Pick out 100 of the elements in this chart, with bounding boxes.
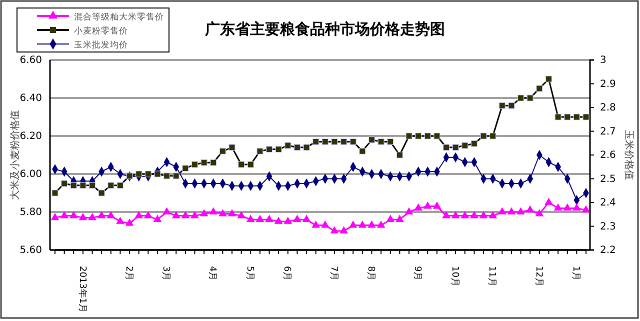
- x-tick-label: 1月: [570, 266, 581, 281]
- point: [340, 138, 348, 145]
- point: [424, 132, 431, 140]
- point: [460, 210, 470, 218]
- y2-tick-label: 3: [600, 55, 606, 66]
- point: [154, 170, 161, 178]
- point: [88, 212, 96, 220]
- point: [348, 220, 358, 228]
- point: [404, 207, 414, 214]
- point: [554, 114, 562, 120]
- point: [50, 212, 60, 220]
- point: [125, 218, 134, 226]
- point: [293, 214, 302, 222]
- legend-label: 混合等级籼大米零售价: [74, 12, 164, 22]
- point: [108, 182, 114, 189]
- point: [526, 205, 534, 213]
- point: [563, 203, 572, 211]
- point: [237, 210, 246, 218]
- x-tick-label: 2月: [123, 266, 134, 281]
- point: [396, 214, 404, 222]
- point: [219, 148, 226, 154]
- point: [246, 214, 255, 222]
- point: [70, 182, 77, 189]
- x-tick-label: 6月: [282, 266, 292, 281]
- point: [181, 210, 190, 218]
- chart-title: 广东省主要粮食品种市场价格走势图: [204, 20, 445, 38]
- point: [98, 190, 105, 196]
- point: [69, 210, 78, 218]
- point: [498, 207, 506, 214]
- point: [368, 136, 376, 144]
- point: [228, 144, 236, 151]
- point: [60, 210, 68, 218]
- point: [322, 138, 328, 145]
- point: [312, 220, 320, 228]
- x-tick-label: 10月: [449, 266, 460, 286]
- point: [266, 146, 273, 153]
- point: [526, 94, 534, 102]
- point: [218, 209, 227, 216]
- y-tick-label: 6.20: [20, 131, 42, 142]
- point: [358, 220, 367, 228]
- point: [265, 214, 274, 222]
- point: [498, 102, 506, 109]
- legend-label: 玉米批发均价: [74, 40, 128, 50]
- x-tick-label: 5月: [244, 266, 254, 281]
- point: [210, 159, 217, 166]
- point: [544, 198, 553, 205]
- x-tick-label: 11月: [486, 266, 497, 286]
- point: [452, 144, 459, 151]
- x-tick-label: 9月: [412, 266, 422, 281]
- point: [376, 220, 386, 228]
- point: [582, 205, 590, 213]
- point: [52, 190, 58, 196]
- point: [284, 142, 292, 149]
- point: [136, 170, 142, 178]
- point: [144, 210, 152, 218]
- point: [470, 140, 478, 147]
- y-tick-label: 6.40: [20, 93, 42, 104]
- point: [331, 138, 338, 145]
- point: [434, 132, 440, 140]
- point: [247, 161, 254, 168]
- y2-tick-label: 2.2: [600, 245, 616, 256]
- point: [582, 114, 590, 120]
- point: [423, 201, 432, 209]
- point: [172, 172, 180, 180]
- y2-axis-title: 玉米价格值: [623, 130, 635, 180]
- point: [535, 209, 544, 216]
- point: [144, 170, 152, 178]
- y2-tick-label: 2.9: [600, 78, 616, 90]
- y2-tick-label: 2.7: [600, 126, 616, 138]
- point: [275, 146, 282, 153]
- point: [116, 216, 124, 224]
- point: [163, 172, 170, 180]
- point: [116, 182, 124, 189]
- point: [396, 152, 403, 158]
- point: [368, 220, 376, 228]
- point: [182, 165, 189, 172]
- point: [573, 114, 580, 120]
- y-axis-title: 大米及小麦粉价格值: [9, 110, 21, 200]
- point: [359, 148, 366, 154]
- point: [200, 209, 208, 216]
- point: [200, 159, 208, 166]
- point: [190, 210, 199, 218]
- point: [191, 161, 198, 168]
- legend-label: 小麦粉零售价: [74, 26, 128, 36]
- point: [415, 132, 422, 140]
- point: [387, 138, 394, 145]
- y-tick-label: 6.00: [20, 169, 42, 180]
- point: [134, 210, 144, 218]
- y2-tick-label: 2.5: [600, 174, 616, 185]
- point: [406, 132, 412, 140]
- x-tick-label: 3月: [160, 266, 171, 281]
- y2-tick-label: 2.6: [600, 150, 616, 162]
- point: [106, 210, 116, 218]
- point: [442, 210, 450, 218]
- point: [61, 180, 68, 187]
- point: [238, 161, 245, 168]
- point: [209, 207, 218, 214]
- x-tick-label: 12月: [533, 266, 544, 286]
- x-tick-label: 7月: [328, 266, 338, 281]
- point: [294, 144, 301, 151]
